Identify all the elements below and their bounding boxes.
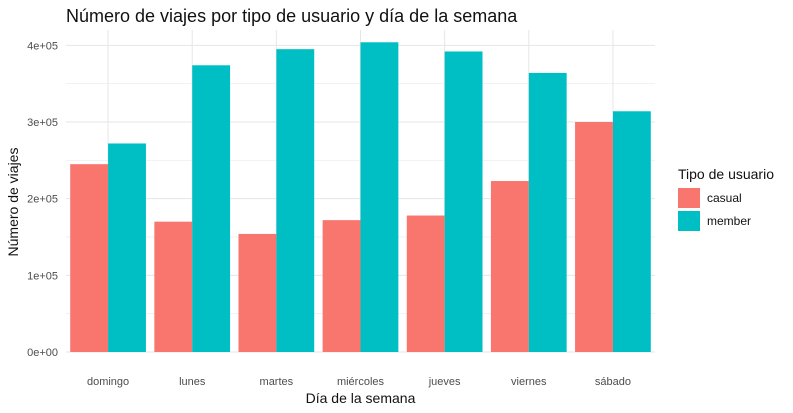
legend: Tipo de usuario casual member [678, 166, 774, 231]
bars [70, 42, 651, 353]
x-tick-label: miércoles [337, 376, 385, 388]
bar-casual-lunes [154, 221, 193, 352]
y-axis-ticks: 0e+00 1e+05 2e+05 3e+05 4e+05 [27, 40, 58, 359]
bar-casual-jueves [406, 215, 445, 352]
y-tick-label: 0e+00 [27, 347, 58, 359]
bar-member-domingo [108, 143, 146, 352]
bar-member-jueves [444, 51, 483, 352]
x-axis-title: Día de la semana [306, 390, 416, 406]
chart-title: Número de viajes por tipo de usuario y d… [66, 6, 518, 26]
y-tick-label: 1e+05 [27, 270, 58, 282]
x-axis-ticks: domingo lunes martes miércoles jueves viernes… [87, 376, 631, 388]
bar-member-lunes [192, 65, 231, 353]
legend-swatch-member [678, 211, 700, 231]
legend-title: Tipo de usuario [678, 166, 774, 182]
bar-casual-domingo [70, 164, 109, 352]
bar-member-martes [276, 49, 315, 353]
legend-label-casual: casual [707, 191, 742, 205]
legend-label-member: member [707, 214, 751, 228]
legend-items: casual member [678, 188, 751, 231]
y-tick-label: 2e+05 [27, 194, 58, 206]
x-tick-label: martes [260, 376, 294, 388]
bar-casual-miércoles [322, 220, 361, 352]
y-tick-label: 4e+05 [27, 40, 58, 52]
bar-casual-sábado [575, 122, 613, 352]
x-tick-label: jueves [428, 376, 461, 388]
x-tick-label: domingo [87, 376, 129, 388]
bar-casual-martes [238, 233, 277, 352]
x-tick-label: viernes [511, 376, 547, 388]
bar-casual-viernes [490, 181, 529, 352]
y-tick-label: 3e+05 [27, 117, 58, 129]
x-tick-label: lunes [179, 376, 206, 388]
bar-member-sábado [612, 111, 651, 353]
x-tick-label: sábado [595, 376, 631, 388]
bar-member-miércoles [360, 42, 399, 353]
legend-swatch-casual [678, 188, 700, 208]
bar-member-viernes [528, 72, 567, 352]
y-axis-title: Número de viajes [5, 148, 21, 257]
